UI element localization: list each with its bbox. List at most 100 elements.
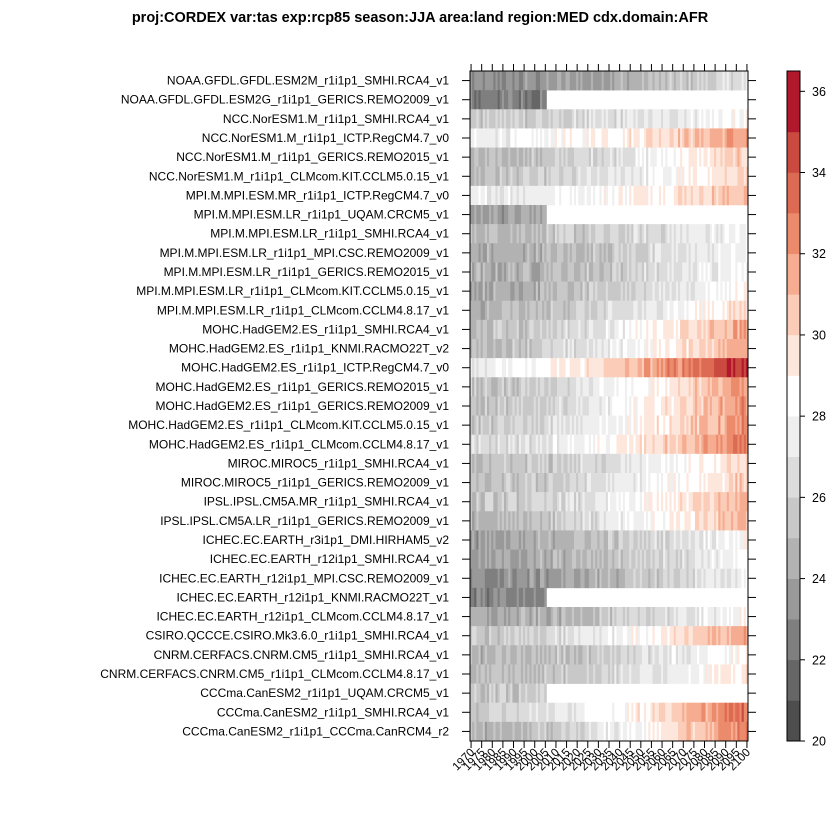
heatmap-cell bbox=[726, 396, 730, 416]
heatmap-cell bbox=[629, 166, 632, 187]
heatmap-cell bbox=[665, 626, 668, 646]
heatmap-cell bbox=[605, 549, 609, 570]
heatmap-cell bbox=[597, 262, 600, 282]
heatmap-cell bbox=[733, 166, 736, 187]
heatmap-cell bbox=[656, 128, 660, 148]
heatmap-cell bbox=[531, 71, 535, 91]
heatmap-cell bbox=[486, 339, 490, 359]
heatmap-cell bbox=[684, 71, 687, 91]
heatmap-cell bbox=[559, 568, 562, 589]
heatmap-cell bbox=[669, 607, 672, 627]
heatmap-cell bbox=[470, 243, 473, 263]
heatmap-cell bbox=[503, 587, 507, 608]
heatmap-cell bbox=[646, 396, 649, 416]
heatmap-cell bbox=[688, 702, 692, 723]
heatmap-cell bbox=[486, 128, 490, 148]
heatmap-cell bbox=[557, 166, 560, 187]
heatmap-cell bbox=[607, 319, 611, 340]
heatmap-cell bbox=[476, 71, 479, 91]
heatmap-cell bbox=[580, 243, 583, 263]
heatmap-cell bbox=[692, 166, 696, 187]
heatmap-cell bbox=[542, 185, 545, 206]
heatmap-cell bbox=[703, 396, 706, 416]
heatmap-cell bbox=[491, 109, 494, 129]
heatmap-cell bbox=[699, 147, 702, 168]
heatmap-cell bbox=[620, 434, 624, 455]
heatmap-cell bbox=[535, 434, 539, 455]
heatmap-cell bbox=[557, 319, 560, 340]
heatmap-cell bbox=[603, 549, 607, 570]
heatmap-cell bbox=[559, 243, 562, 263]
heatmap-cell bbox=[737, 530, 740, 550]
heatmap-cell bbox=[523, 473, 526, 493]
heatmap-cell bbox=[531, 453, 535, 474]
heatmap-cell bbox=[571, 243, 575, 263]
heatmap-cell bbox=[548, 224, 552, 244]
heatmap-cell bbox=[622, 358, 626, 378]
heatmap-cell bbox=[652, 166, 656, 187]
heatmap-cell bbox=[711, 492, 715, 512]
heatmap-cell bbox=[701, 147, 704, 168]
heatmap-cell bbox=[474, 185, 477, 206]
heatmap-cell bbox=[614, 549, 617, 570]
heatmap-cell bbox=[641, 721, 645, 742]
heatmap-cell bbox=[612, 224, 615, 244]
heatmap-cell bbox=[544, 434, 547, 455]
heatmap-cell bbox=[697, 415, 700, 436]
heatmap-cell bbox=[573, 473, 577, 493]
heatmap-cell bbox=[542, 128, 545, 148]
heatmap-cell bbox=[669, 645, 672, 665]
heatmap-cell bbox=[523, 166, 526, 187]
heatmap-cell bbox=[497, 319, 501, 340]
heatmap-cell bbox=[631, 434, 634, 455]
heatmap-cell bbox=[503, 434, 507, 455]
heatmap-cell bbox=[535, 453, 539, 474]
heatmap-cell bbox=[518, 71, 522, 91]
heatmap-cell bbox=[582, 530, 585, 550]
heatmap-cell bbox=[641, 377, 645, 397]
heatmap-cell bbox=[590, 453, 594, 474]
heatmap-cell bbox=[637, 185, 641, 206]
heatmap-cell bbox=[508, 626, 511, 646]
heatmap-cell bbox=[470, 166, 473, 187]
heatmap-cell bbox=[512, 243, 515, 263]
heatmap-cell bbox=[739, 645, 743, 665]
heatmap-cell bbox=[548, 607, 552, 627]
heatmap-cell bbox=[671, 702, 675, 723]
heatmap-cell bbox=[593, 339, 596, 359]
heatmap-cell bbox=[510, 300, 513, 321]
heatmap-cell bbox=[631, 626, 634, 646]
heatmap-cell bbox=[745, 300, 749, 321]
heatmap-cell bbox=[520, 702, 524, 723]
heatmap-cell bbox=[690, 664, 694, 684]
heatmap-cell bbox=[603, 607, 607, 627]
heatmap-cell bbox=[470, 626, 473, 646]
heatmap-cell bbox=[618, 492, 622, 512]
heatmap-cell bbox=[563, 71, 566, 91]
heatmap-cell bbox=[567, 224, 571, 244]
heatmap-cell bbox=[605, 262, 609, 282]
heatmap-cell bbox=[686, 664, 689, 684]
heatmap-cell bbox=[565, 702, 569, 723]
heatmap-cell bbox=[731, 492, 734, 512]
heatmap-cell bbox=[735, 626, 738, 646]
heatmap-cell bbox=[663, 664, 666, 684]
heatmap-cell bbox=[627, 166, 630, 187]
heatmap-cell bbox=[620, 166, 624, 187]
heatmap-cell bbox=[506, 587, 509, 608]
heatmap-cell bbox=[525, 339, 528, 359]
heatmap-cell bbox=[491, 377, 494, 397]
heatmap-cell bbox=[622, 434, 626, 455]
heatmap-cell bbox=[610, 415, 613, 436]
heatmap-cell bbox=[737, 262, 740, 282]
heatmap-cell bbox=[656, 243, 660, 263]
heatmap-cell bbox=[489, 262, 492, 282]
heatmap-cell bbox=[660, 396, 664, 416]
heatmap-cell bbox=[476, 147, 479, 168]
heatmap-cell bbox=[735, 492, 738, 512]
heatmap-cell bbox=[656, 721, 660, 742]
heatmap-cell bbox=[745, 434, 749, 455]
heatmap-cell bbox=[497, 166, 501, 187]
heatmap-cell bbox=[722, 339, 726, 359]
heatmap-cell bbox=[718, 492, 721, 512]
